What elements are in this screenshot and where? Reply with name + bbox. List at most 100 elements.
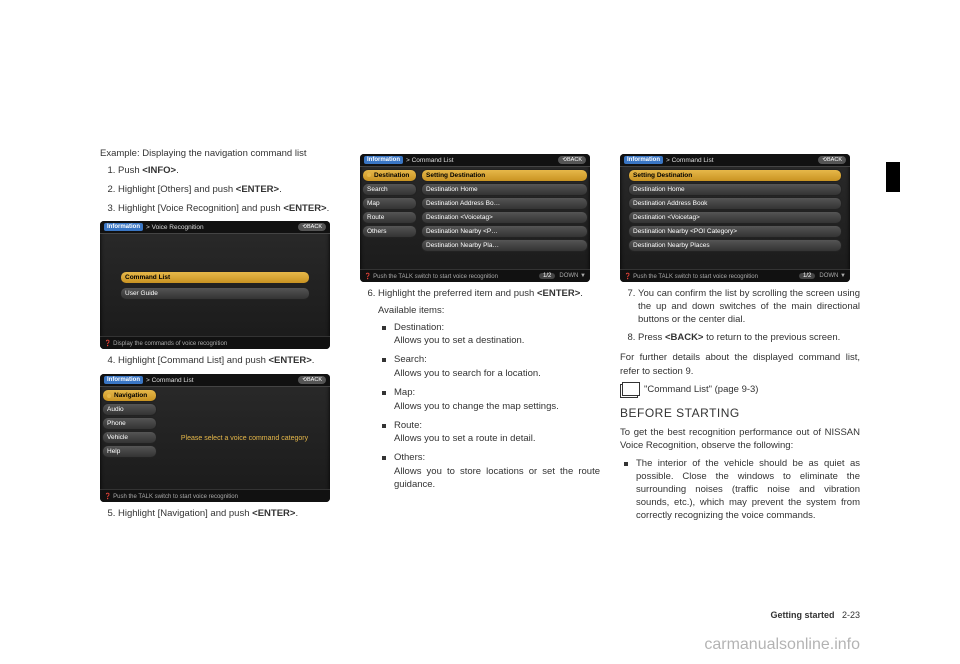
step-4-list: Highlight [Command List] and push <ENTER… [100,355,340,368]
sc-footer: ❓ Display the commands of voice recognit… [100,336,330,349]
avail-destination: Destination:Allows you to set a destinat… [394,322,600,349]
cmd-destination-addrbook[interactable]: Destination Address Book [628,197,842,210]
sc-header: Information > Command List ⟲BACK [100,374,330,387]
bullet-interior-quiet: The interior of the vehicle should be as… [636,458,860,522]
sc-body: Destination Search Map Route Others Sett… [360,167,590,269]
screenshot-command-list: Information > Command List ⟲BACK Navigat… [100,374,330,502]
step-6: Highlight the preferred item and push <E… [378,288,600,492]
steps-1to3: Push <INFO>. Highlight [Others] and push… [100,165,340,215]
sc-right-list: Setting Destination Destination Home Des… [620,167,850,269]
cmd-destination-addrbook[interactable]: Destination Address Bo… [421,197,588,210]
column-3: Information > Command List ⟲BACK Setting… [620,148,860,529]
available-items: Destination:Allows you to set a destinat… [378,322,600,492]
breadcrumb: > Command List [666,157,714,164]
item-destination[interactable]: Destination [362,169,417,182]
down-icon[interactable]: DOWN ▼ [559,273,586,279]
sc-left-menu: Destination Search Map Route Others [360,167,419,269]
available-label: Available items: [378,305,600,318]
cross-reference: "Command List" (page 9-3) [620,384,860,398]
sc-header: Information > Command List ⟲BACK [620,154,850,167]
step-2: Highlight [Others] and push <ENTER>. [118,184,340,197]
sc-body: Navigation Audio Phone Vehicle Help Plea… [100,387,330,489]
reference-text: "Command List" (page 9-3) [644,384,758,398]
item-help[interactable]: Help [102,445,157,458]
sc-header: Information > Voice Recognition ⟲BACK [100,221,330,234]
avail-others: Others:Allows you to store locations or … [394,452,600,491]
item-navigation[interactable]: Navigation [102,389,157,402]
sc-header: Information > Command List ⟲BACK [360,154,590,167]
steps-7to8: You can confirm the list by scrolling th… [620,288,860,345]
item-route[interactable]: Route [362,211,417,224]
step-5: Highlight [Navigation] and push <ENTER>. [118,508,340,521]
step-3: Highlight [Voice Recognition] and push <… [118,203,340,216]
avail-search: Search:Allows you to search for a locati… [394,354,600,381]
columns: Example: Displaying the navigation comma… [100,148,860,529]
before-starting-bullets: The interior of the vehicle should be as… [620,458,860,522]
further-details: For further details about the displayed … [620,351,860,378]
sc-footer: ❓ Push the TALK switch to start voice re… [360,269,590,282]
cmd-destination-nearby-poi[interactable]: Destination Nearby <POI Category> [628,225,842,238]
step-8: Press <BACK> to return to the previous s… [638,332,860,345]
item-search[interactable]: Search [362,183,417,196]
item-vehicle[interactable]: Vehicle [102,431,157,444]
watermark: carmanualsonline.info [704,636,860,654]
back-button[interactable]: ⟲BACK [818,156,846,164]
info-badge: Information [364,156,403,164]
item-user-guide[interactable]: User Guide [120,287,310,300]
message-box: Please select a voice command category [159,387,330,489]
column-1: Example: Displaying the navigation comma… [100,148,340,529]
cmd-setting-destination[interactable]: Setting Destination [628,169,842,182]
item-audio[interactable]: Audio [102,403,157,416]
side-tab [886,162,900,192]
screenshot-voice-recognition: Information > Voice Recognition ⟲BACK Co… [100,221,330,349]
step-4: Highlight [Command List] and push <ENTER… [118,355,340,368]
breadcrumb: > Command List [146,377,194,384]
reference-icon [620,384,638,398]
cmd-destination-voicetag[interactable]: Destination <Voicetag> [628,211,842,224]
cmd-destination-home[interactable]: Destination Home [628,183,842,196]
before-starting-text: To get the best recognition performance … [620,426,860,453]
back-button[interactable]: ⟲BACK [558,156,586,164]
sc-right-list: Setting Destination Destination Home Des… [419,167,590,269]
info-badge: Information [104,223,143,231]
manual-page: Example: Displaying the navigation comma… [0,0,960,664]
heading-before-starting: BEFORE STARTING [620,406,860,420]
cmd-setting-destination[interactable]: Setting Destination [421,169,588,182]
footer-page: 2-23 [842,610,860,620]
screenshot-destination-full: Information > Command List ⟲BACK Setting… [620,154,850,282]
breadcrumb: > Command List [406,157,454,164]
info-badge: Information [624,156,663,164]
example-intro: Example: Displaying the navigation comma… [100,148,340,159]
column-2: Information > Command List ⟲BACK Destina… [360,148,600,529]
screenshot-destination-truncated: Information > Command List ⟲BACK Destina… [360,154,590,282]
step-7: You can confirm the list by scrolling th… [638,288,860,326]
back-button[interactable]: ⟲BACK [298,223,326,231]
sc-body: Setting Destination Destination Home Des… [620,167,850,269]
sc-left-menu: Navigation Audio Phone Vehicle Help [100,387,159,489]
footer-section: Getting started [770,610,834,620]
cmd-destination-nearby-pla[interactable]: Destination Nearby Pla… [421,239,588,252]
sc-footer: ❓ Push the TALK switch to start voice re… [100,489,330,502]
step-1: Push <INFO>. [118,165,340,178]
cmd-destination-nearby-p[interactable]: Destination Nearby <P… [421,225,588,238]
cmd-destination-home[interactable]: Destination Home [421,183,588,196]
item-command-list[interactable]: Command List [120,271,310,284]
item-phone[interactable]: Phone [102,417,157,430]
breadcrumb: > Voice Recognition [146,224,204,231]
info-badge: Information [104,376,143,384]
item-others[interactable]: Others [362,225,417,238]
cmd-destination-voicetag[interactable]: Destination <Voicetag> [421,211,588,224]
avail-map: Map:Allows you to change the map setting… [394,387,600,414]
page-indicator: 1/2 [799,273,815,279]
cmd-destination-nearby-places[interactable]: Destination Nearby Places [628,239,842,252]
avail-route: Route:Allows you to set a route in detai… [394,420,600,447]
step-6-list: Highlight the preferred item and push <E… [360,288,600,492]
step-5-list: Highlight [Navigation] and push <ENTER>. [100,508,340,521]
page-indicator: 1/2 [539,273,555,279]
sc-footer: ❓ Push the TALK switch to start voice re… [620,269,850,282]
page-footer: Getting started 2-23 [770,610,860,620]
back-button[interactable]: ⟲BACK [298,376,326,384]
item-map[interactable]: Map [362,197,417,210]
sc-body: Command List User Guide [100,234,330,336]
down-icon[interactable]: DOWN ▼ [819,273,846,279]
